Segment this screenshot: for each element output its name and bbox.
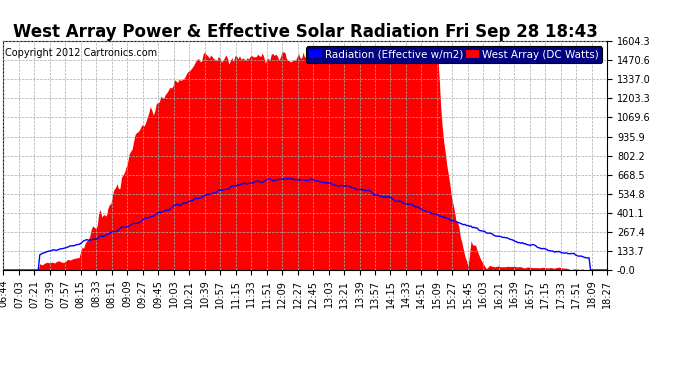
Title: West Array Power & Effective Solar Radiation Fri Sep 28 18:43: West Array Power & Effective Solar Radia… — [13, 23, 598, 41]
Legend: Radiation (Effective w/m2), West Array (DC Watts): Radiation (Effective w/m2), West Array (… — [306, 46, 602, 63]
Text: Copyright 2012 Cartronics.com: Copyright 2012 Cartronics.com — [5, 48, 157, 58]
